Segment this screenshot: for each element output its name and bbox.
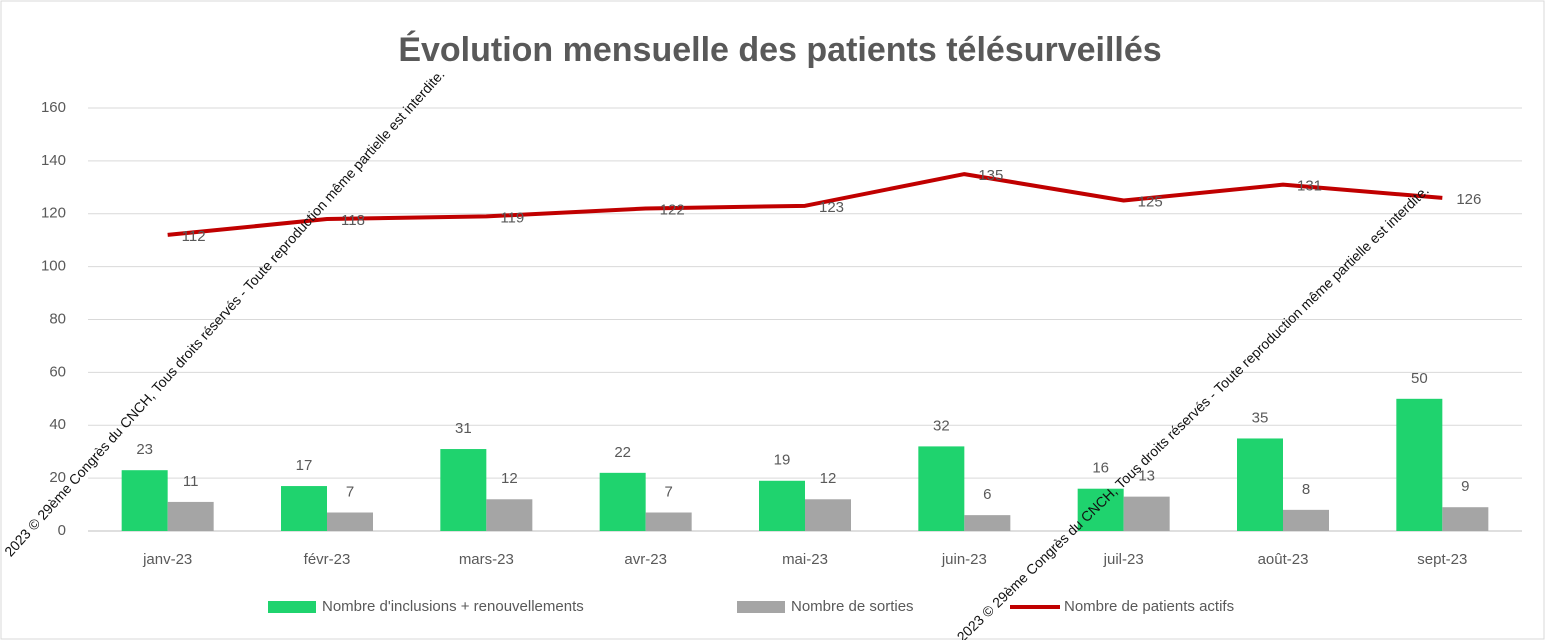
bar bbox=[805, 499, 851, 531]
data-label: 122 bbox=[660, 201, 685, 218]
bar bbox=[759, 480, 805, 531]
bar bbox=[121, 470, 168, 531]
data-label: 123 bbox=[819, 199, 844, 216]
x-tick-label: mars-23 bbox=[459, 551, 514, 568]
data-label: 23 bbox=[136, 441, 153, 458]
bar bbox=[1396, 398, 1443, 531]
bar bbox=[281, 486, 327, 531]
bar bbox=[327, 512, 373, 531]
bar bbox=[1123, 496, 1170, 531]
x-tick-label: août-23 bbox=[1258, 551, 1309, 568]
y-tick-label: 20 bbox=[49, 469, 66, 486]
y-tick-label: 120 bbox=[41, 205, 66, 222]
legend-label: Nombre de patients actifs bbox=[1064, 598, 1234, 615]
y-tick-label: 0 bbox=[58, 522, 66, 539]
bar bbox=[645, 512, 692, 531]
x-tick-label: juil-23 bbox=[1103, 551, 1144, 568]
x-tick-label: févr-23 bbox=[304, 551, 351, 568]
data-label: 125 bbox=[1138, 194, 1163, 211]
data-label: 9 bbox=[1461, 478, 1469, 495]
data-label: 16 bbox=[1092, 460, 1109, 477]
chart-title: Évolution mensuelle des patients télésur… bbox=[398, 31, 1161, 69]
data-label: 11 bbox=[183, 473, 199, 490]
bar bbox=[167, 501, 214, 531]
data-label: 126 bbox=[1456, 191, 1481, 208]
bar bbox=[1442, 507, 1489, 531]
data-label: 6 bbox=[983, 486, 991, 503]
y-tick-label: 80 bbox=[49, 310, 66, 327]
legend-swatch bbox=[268, 601, 316, 613]
data-label: 119 bbox=[500, 209, 524, 226]
bar bbox=[964, 515, 1011, 531]
bar bbox=[1077, 488, 1124, 531]
bar bbox=[1283, 509, 1329, 531]
data-label: 22 bbox=[614, 444, 631, 461]
data-label: 12 bbox=[501, 470, 518, 487]
data-label: 8 bbox=[1302, 481, 1310, 498]
bar bbox=[599, 472, 646, 531]
data-label: 32 bbox=[933, 417, 950, 434]
x-tick-label: sept-23 bbox=[1417, 551, 1467, 568]
bar bbox=[486, 499, 533, 531]
data-label: 7 bbox=[664, 483, 672, 500]
bar bbox=[1237, 438, 1283, 531]
line bbox=[167, 172, 1443, 237]
bar bbox=[440, 449, 487, 531]
y-tick-label: 100 bbox=[41, 258, 66, 275]
data-label: 17 bbox=[296, 457, 313, 474]
data-label: 35 bbox=[1252, 409, 1269, 426]
y-tick-label: 60 bbox=[49, 363, 66, 380]
legend-swatch bbox=[737, 601, 785, 613]
y-tick-label: 140 bbox=[41, 152, 66, 169]
data-label: 13 bbox=[1138, 468, 1155, 485]
data-label: 7 bbox=[346, 483, 354, 500]
data-label: 12 bbox=[820, 470, 837, 487]
y-tick-label: 160 bbox=[41, 99, 66, 116]
legend-label: Nombre d'inclusions + renouvellements bbox=[322, 598, 584, 615]
legend-label: Nombre de sorties bbox=[791, 598, 914, 615]
data-label: 50 bbox=[1411, 370, 1428, 387]
bar bbox=[918, 446, 965, 531]
data-label: 31 bbox=[455, 420, 472, 437]
x-tick-label: janv-23 bbox=[142, 551, 192, 568]
data-label: 112 bbox=[182, 228, 206, 245]
y-tick-label: 40 bbox=[49, 416, 66, 433]
data-label: 118 bbox=[341, 212, 365, 229]
data-label: 131 bbox=[1297, 178, 1322, 195]
x-tick-label: avr-23 bbox=[624, 551, 667, 568]
x-tick-label: mai-23 bbox=[782, 551, 828, 568]
data-label: 19 bbox=[774, 452, 791, 469]
x-tick-label: juin-23 bbox=[941, 551, 987, 568]
data-label: 135 bbox=[978, 167, 1003, 184]
